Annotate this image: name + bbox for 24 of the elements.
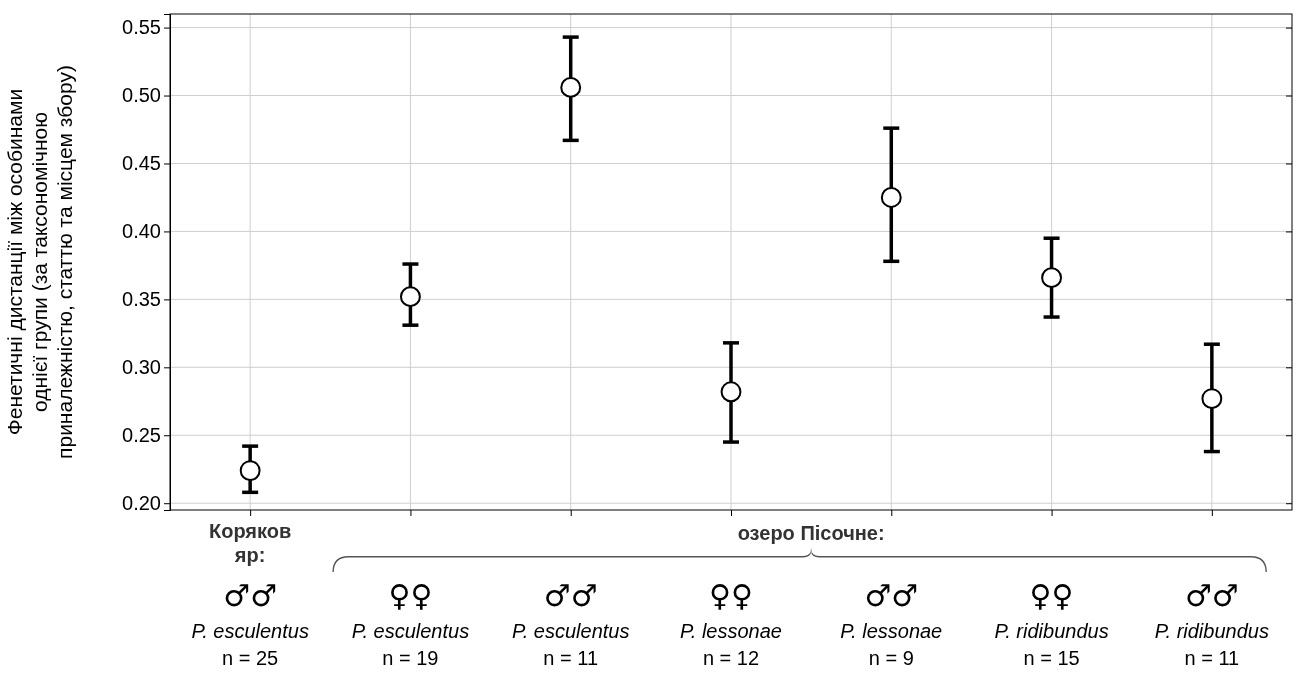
y-tick-label: 0.45	[122, 152, 161, 175]
point	[399, 286, 421, 308]
x-tick-label: ♀♀ P. ridibundus n = 15	[994, 578, 1109, 669]
point	[720, 381, 742, 403]
x-tick-label: ♀♀ P. esculentus n = 19	[351, 578, 470, 669]
point	[880, 187, 902, 208]
x-tick-label: Коряков яр: ♂♂ P. esculentus n = 25	[191, 520, 309, 669]
text: озеро Пісочне:	[737, 522, 885, 544]
point	[1201, 388, 1223, 409]
y-tick-label: 0.35	[122, 288, 161, 311]
y-tick-label: 0.30	[122, 356, 161, 379]
y-tick-label: 0.55	[122, 16, 161, 39]
x-tick-label: ♂♂ P. ridibundus n = 11	[1154, 578, 1269, 669]
x-tick-label: ♀♀ P. lessonae n = 12	[680, 578, 782, 669]
point	[239, 460, 261, 482]
point	[1041, 267, 1063, 289]
x-tick-label: ♂♂ P. lessonae n = 9	[840, 578, 943, 669]
y-tick-label: 0.20	[122, 492, 161, 515]
y-tick-label: 0.40	[122, 220, 161, 243]
y-tick-label: 0.50	[122, 84, 161, 107]
x-tick-label: ♂♂ P. esculentus n = 11	[511, 578, 630, 669]
y-tick-label: 0.25	[122, 424, 161, 447]
point	[560, 76, 582, 98]
y-axis-title: Фенетичні дистанції між особинами однієї групи (за таксономічною приналежністю, статтю та місцем збору)	[3, 65, 76, 459]
